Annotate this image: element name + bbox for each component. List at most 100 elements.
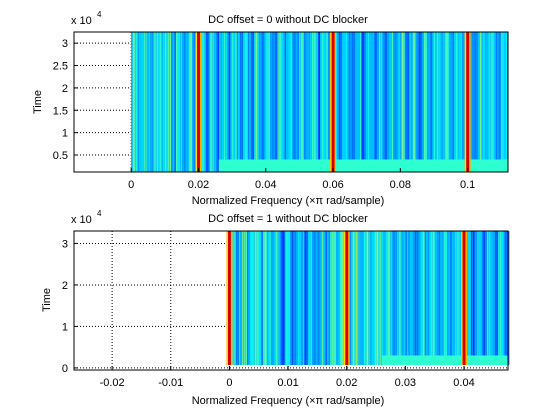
ridge-line — [345, 231, 349, 366]
heatmap-cell — [258, 231, 260, 366]
heatmap-cell — [403, 231, 406, 366]
heatmap-cell — [478, 32, 480, 172]
chart-title-bottom: DC offset = 1 without DC blocker — [208, 213, 368, 225]
heatmap-cell — [282, 231, 284, 366]
heatmap-cell — [386, 231, 388, 366]
heatmap-cell — [484, 32, 486, 172]
heatmap-cell — [179, 32, 181, 172]
heatmap-cell — [359, 32, 362, 172]
heatmap-cell — [303, 32, 306, 172]
heatmap-cell — [337, 32, 340, 172]
heatmap-cell — [411, 231, 414, 366]
heatmap-cell — [427, 231, 430, 366]
heatmap-cell — [310, 32, 312, 172]
heatmap-cell — [230, 32, 232, 172]
heatmap-cell — [247, 231, 249, 366]
heatmap-cell — [285, 231, 288, 366]
heatmap-cell — [372, 32, 374, 172]
heatmap-cell — [454, 32, 456, 172]
x-tick-label: 0.02 — [188, 179, 209, 191]
heatmap-cell — [495, 32, 497, 172]
ridge-line — [227, 231, 231, 366]
heatmap-cell — [391, 32, 394, 172]
heatmap-cell — [256, 231, 259, 366]
heatmap-cell — [453, 231, 455, 366]
heatmap-cell — [308, 32, 310, 172]
y-tick-label: 1 — [62, 321, 68, 333]
heatmap-cell — [286, 32, 288, 172]
heatmap-cell — [187, 32, 189, 172]
heatmap-cell — [222, 32, 224, 172]
heatmap-cell — [404, 32, 406, 172]
heatmap-cell — [493, 231, 495, 366]
heatmap-cell — [172, 32, 175, 172]
heatmap-cell — [143, 32, 145, 172]
heatmap-cell — [481, 32, 483, 172]
heatmap-cell — [264, 231, 267, 366]
heatmap-cell — [279, 32, 282, 172]
heatmap-cell — [360, 231, 362, 366]
heatmap-cell — [215, 32, 218, 172]
heatmap-cell — [483, 231, 485, 366]
heatmap-cell — [355, 231, 357, 366]
y-axis-bottom: 0 1 2 3 — [62, 238, 78, 375]
heatmap-cell — [389, 231, 391, 366]
heatmap-cell — [450, 231, 452, 366]
heatmap-cell — [382, 32, 385, 172]
heatmap-cell — [220, 32, 223, 172]
heatmap-cell — [475, 231, 478, 366]
heatmap-cell — [369, 32, 371, 172]
heatmap-cell — [436, 32, 439, 172]
heatmap-cell — [415, 231, 417, 366]
heatmap-cell — [462, 32, 464, 172]
heatmap-cell — [243, 231, 245, 366]
heatmap-cell — [445, 231, 448, 366]
heatmap-cell — [283, 231, 286, 366]
heatmap-cell — [434, 231, 436, 366]
heatmap-cell — [392, 231, 394, 366]
spectrogram-bottom: DC offset = 1 without DC blocker x 10 4 … — [41, 209, 510, 407]
heatmap-cell — [425, 32, 428, 172]
heatmap-cell — [257, 32, 259, 172]
heatmap-cell — [325, 231, 327, 366]
heatmap-cell — [443, 32, 445, 172]
heatmap-cell — [430, 32, 432, 172]
heatmap-cell — [368, 231, 370, 366]
heatmap-cell — [233, 32, 236, 172]
heatmap-cell — [139, 32, 141, 172]
heatmap-cell — [239, 231, 240, 366]
heatmap-cell — [378, 231, 380, 366]
heatmap-cell — [225, 32, 227, 172]
heatmap-cell — [459, 32, 461, 172]
heatmap-cell — [254, 32, 256, 172]
heatmap-cell — [500, 32, 503, 172]
heatmap-cell — [259, 32, 261, 172]
heatmap-cell — [140, 32, 142, 172]
heatmap-cell — [376, 231, 378, 366]
y-tick-label: 2.5 — [53, 61, 68, 73]
heatmap-cell — [214, 32, 217, 172]
heatmap-cell — [340, 32, 342, 172]
heatmap-cell — [410, 231, 412, 366]
heatmap-cell — [323, 32, 325, 172]
heatmap-cell — [373, 231, 376, 366]
heatmap-cell — [294, 32, 296, 172]
heatmap-cell — [287, 32, 290, 172]
heatmap-cell — [487, 231, 488, 366]
heatmap-cell — [167, 32, 169, 172]
heatmap-cell — [166, 32, 168, 172]
heatmap-cell — [443, 231, 446, 366]
heatmap-cell — [227, 32, 229, 172]
heatmap-cell — [387, 231, 390, 366]
y-tick-label: 3 — [62, 238, 68, 250]
heatmap-cell — [193, 32, 195, 172]
heatmap-cell — [279, 231, 280, 366]
ridge-line — [331, 32, 335, 172]
heatmap-cell — [398, 32, 400, 172]
heatmap-cell — [409, 32, 412, 172]
heatmap-cell — [155, 32, 157, 172]
heatmap-cell — [319, 32, 322, 172]
ridge-edge — [195, 32, 197, 172]
heatmap-cell — [250, 231, 252, 366]
heatmap-cell — [316, 32, 318, 172]
